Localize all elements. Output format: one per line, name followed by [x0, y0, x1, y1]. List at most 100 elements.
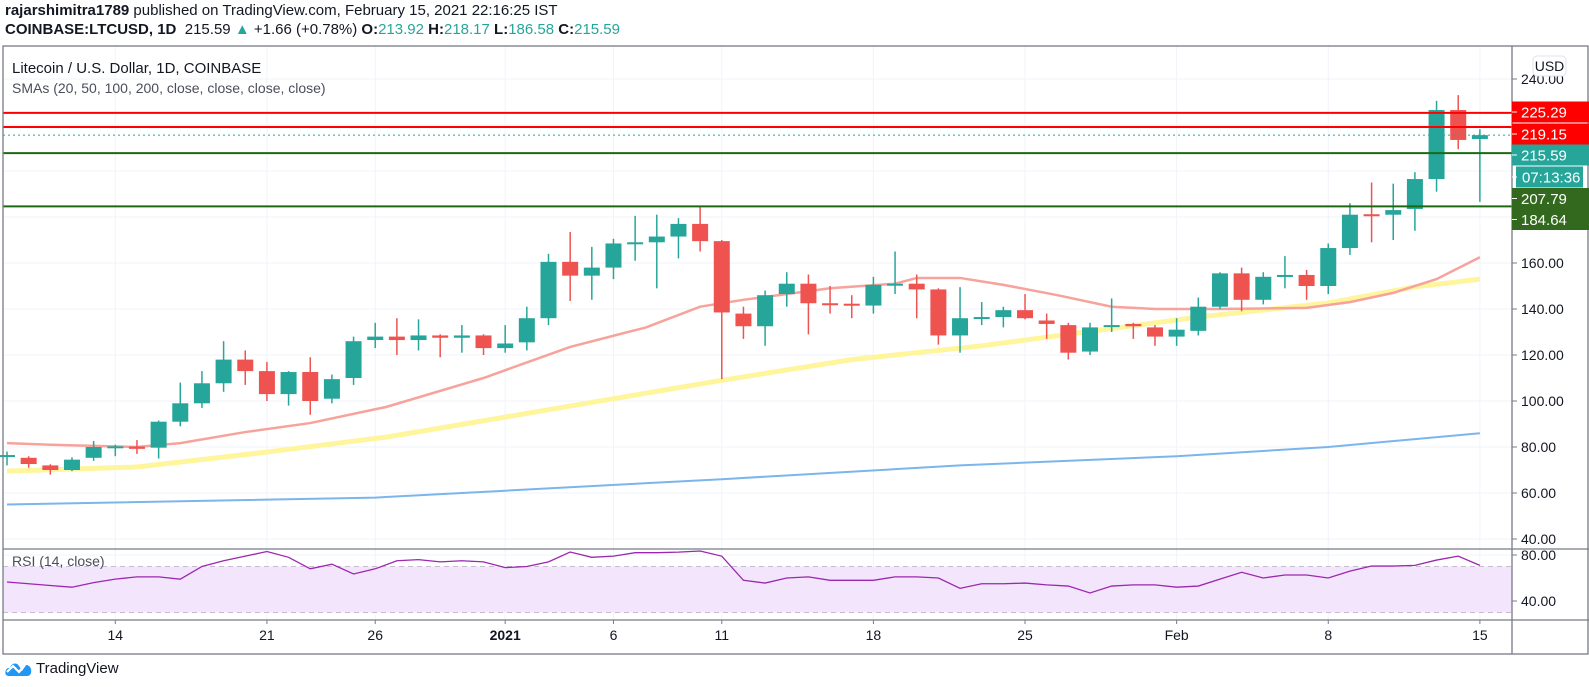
candle-body: [713, 241, 730, 313]
last-price: 215.59: [184, 21, 231, 38]
candle-body: [1017, 310, 1034, 319]
time-tick-label: 8: [1324, 627, 1332, 643]
time-axis[interactable]: 14 21 26 2021 6 11 18 25 Feb 8 15: [108, 620, 1488, 643]
candle-body: [237, 359, 254, 372]
rsi-band: [3, 566, 1512, 613]
candle: [1385, 183, 1402, 240]
support-label-1-bg: [1512, 188, 1589, 209]
candle-body: [995, 310, 1012, 318]
candle-body: [887, 283, 904, 286]
candle-body: [908, 283, 925, 290]
candle-body: [1168, 329, 1185, 337]
candle: [1017, 294, 1034, 320]
candle: [757, 290, 774, 346]
candle-body: [432, 335, 449, 338]
candle-body: [1038, 320, 1055, 324]
candle-body: [952, 318, 969, 336]
candle: [453, 325, 470, 353]
candle: [1450, 95, 1467, 150]
resistance-label-2-bg: [1512, 123, 1589, 145]
candle: [323, 374, 340, 404]
price-labels: 225.29 219.15 215.59 07:13:36 207.79 184.64: [1512, 101, 1589, 230]
candle: [410, 319, 427, 351]
candle-body: [107, 446, 124, 449]
candle: [995, 306, 1012, 328]
candle: [1060, 322, 1077, 360]
candle-body: [302, 372, 319, 401]
price-tick-label: 140.00: [1521, 301, 1564, 317]
time-tick-label: 14: [108, 627, 124, 643]
candle-body: [1082, 327, 1098, 352]
candle-body: [1428, 110, 1445, 180]
candle: [85, 441, 102, 461]
candle-body: [63, 459, 80, 470]
candle: [1038, 313, 1055, 339]
currency-button[interactable]: USD: [1532, 55, 1567, 77]
candle-body: [1363, 214, 1380, 217]
candle: [0, 451, 15, 466]
sma-50-line: [6, 276, 1481, 474]
candle-body: [128, 446, 145, 449]
candle: [692, 206, 709, 252]
author-name[interactable]: rajarshimitra1789: [5, 2, 130, 19]
candle: [713, 240, 730, 380]
candle-body: [150, 421, 167, 448]
candle: [930, 288, 947, 345]
candle: [150, 420, 167, 459]
candle: [1082, 322, 1098, 355]
candle: [237, 350, 254, 385]
candle-body: [475, 335, 492, 349]
symbol: COINBASE:LTCUSD, 1D: [5, 21, 177, 38]
candle: [280, 371, 297, 406]
candle: [562, 231, 579, 301]
candle-body: [1298, 274, 1315, 286]
support-label-2-bg: [1512, 209, 1589, 230]
candle: [583, 246, 600, 300]
candle: [670, 218, 687, 259]
logo-text: TradingView: [36, 659, 119, 677]
currency-label: USD: [1535, 58, 1565, 74]
close-label: C:: [558, 21, 575, 38]
tradingview-logo[interactable]: TradingView: [4, 659, 119, 677]
open-label: O:: [361, 21, 379, 38]
up-arrow-icon: ▲: [234, 21, 250, 38]
resistance-label-2: 219.15: [1521, 127, 1567, 144]
candle-body: [1146, 327, 1163, 337]
candle-body: [648, 236, 665, 243]
current-price-label-bg: [1512, 144, 1589, 166]
candle-body: [1103, 325, 1120, 328]
candle: [497, 325, 514, 353]
sma-20-line: [6, 256, 1481, 449]
candle-body: [1276, 274, 1293, 277]
sma-200-line: [6, 432, 1480, 506]
time-tick-label: 21: [259, 627, 275, 643]
candle: [1276, 256, 1293, 289]
candle: [20, 456, 37, 468]
candle: [1363, 182, 1380, 243]
candle-body: [540, 261, 557, 319]
candle-body: [822, 303, 839, 306]
candles: [0, 95, 1488, 475]
candle-body: [1450, 110, 1467, 140]
price-axis[interactable]: 40.00 60.00 80.00 100.00 120.00 140.00 160.00 2…: [1512, 71, 1564, 609]
candle: [1103, 298, 1120, 332]
candle: [475, 334, 492, 355]
rsi-tick-label: 80.00: [1521, 547, 1556, 563]
candle-body: [388, 336, 405, 341]
price-tick-label: 40.00: [1521, 531, 1556, 547]
publish-info: rajarshimitra1789 published on TradingVi…: [5, 2, 558, 19]
candle-body: [605, 243, 622, 268]
candle-body: [453, 335, 470, 338]
candle: [735, 306, 752, 339]
candle: [778, 272, 795, 307]
price-lines: [3, 111, 1512, 208]
candle-body: [930, 289, 947, 336]
candle-body: [562, 261, 579, 276]
candle-body: [583, 267, 600, 276]
candle-body: [1255, 276, 1272, 300]
rsi-line: [6, 550, 1481, 594]
candle: [345, 336, 362, 385]
close-value: 215.59: [574, 21, 620, 38]
resistance-label-1: 225.29: [1521, 105, 1567, 122]
